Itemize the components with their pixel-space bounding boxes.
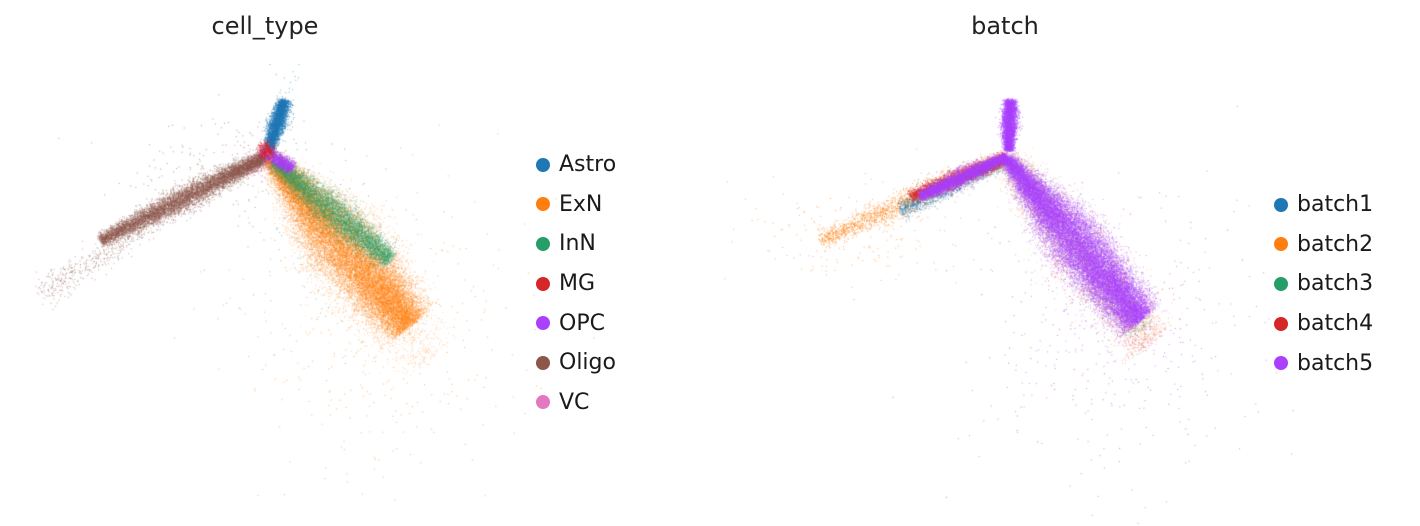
- legend-marker-icon: [536, 316, 550, 331]
- cell-type-legend: Astro ExN InN MG OPC Oligo VC: [536, 145, 616, 422]
- legend-marker-icon: [536, 355, 550, 370]
- legend-label: OPC: [559, 310, 605, 336]
- legend-label: VC: [559, 389, 590, 415]
- legend-item: batch3: [1274, 264, 1373, 304]
- legend-marker-icon: [536, 157, 550, 172]
- legend-label: batch2: [1297, 231, 1374, 257]
- legend-label: InN: [559, 231, 596, 257]
- legend-item: Astro: [536, 145, 616, 185]
- legend-item: batch2: [1274, 225, 1373, 265]
- legend-marker-icon: [536, 395, 550, 410]
- legend-label: batch5: [1297, 350, 1374, 376]
- legend-label: Oligo: [559, 350, 616, 376]
- legend-marker-icon: [536, 236, 550, 251]
- legend-label: batch1: [1297, 192, 1374, 218]
- legend-item: MG: [536, 264, 616, 304]
- legend-marker-icon: [1274, 356, 1288, 371]
- legend-label: Astro: [559, 152, 617, 178]
- legend-marker-icon: [536, 197, 550, 212]
- cell-type-panel: cell_type Astro ExN InN MG OPC Oligo VC: [0, 0, 710, 526]
- legend-marker-icon: [536, 276, 550, 291]
- cell-type-scatter-plot: [0, 0, 710, 526]
- legend-label: ExN: [559, 191, 603, 217]
- legend-item: VC: [536, 383, 616, 423]
- legend-item: batch4: [1274, 304, 1373, 344]
- legend-marker-icon: [1274, 276, 1288, 291]
- legend-marker-icon: [1274, 237, 1288, 252]
- batch-panel: batch batch1 batch2 batch3 batch4 batch5: [710, 0, 1420, 526]
- legend-item: InN: [536, 224, 616, 264]
- legend-item: OPC: [536, 303, 616, 343]
- cell-type-title: cell_type: [211, 12, 319, 40]
- legend-label: batch3: [1297, 271, 1374, 297]
- legend-marker-icon: [1274, 316, 1288, 331]
- legend-marker-icon: [1274, 197, 1288, 212]
- legend-item: ExN: [536, 185, 616, 225]
- legend-item: batch1: [1274, 185, 1373, 225]
- legend-item: batch5: [1274, 343, 1373, 383]
- batch-scatter-plot: [710, 0, 1420, 526]
- batch-legend: batch1 batch2 batch3 batch4 batch5: [1274, 185, 1373, 383]
- legend-label: batch4: [1297, 311, 1374, 337]
- legend-item: Oligo: [536, 343, 616, 383]
- legend-label: MG: [559, 271, 596, 297]
- batch-title: batch: [971, 12, 1039, 40]
